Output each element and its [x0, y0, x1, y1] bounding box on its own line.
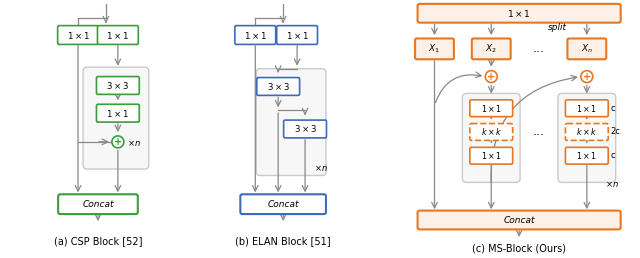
Text: $\times n$: $\times n$: [314, 163, 328, 173]
FancyBboxPatch shape: [565, 147, 608, 164]
Text: $1\times1$: $1\times1$: [508, 8, 531, 19]
FancyBboxPatch shape: [276, 26, 317, 44]
FancyBboxPatch shape: [568, 38, 606, 59]
Text: c: c: [611, 151, 615, 160]
Text: $1\times1$: $1\times1$: [481, 103, 502, 114]
Text: $1\times1$: $1\times1$: [285, 29, 308, 41]
FancyBboxPatch shape: [58, 26, 99, 44]
Text: $X_2$: $X_2$: [485, 43, 497, 55]
Text: $1\times1$: $1\times1$: [576, 103, 598, 114]
FancyBboxPatch shape: [565, 124, 608, 140]
FancyBboxPatch shape: [235, 26, 276, 44]
FancyBboxPatch shape: [472, 38, 511, 59]
FancyBboxPatch shape: [565, 100, 608, 117]
Text: 2c: 2c: [611, 127, 621, 136]
Text: $X_1$: $X_1$: [428, 43, 440, 55]
FancyBboxPatch shape: [462, 93, 520, 182]
FancyBboxPatch shape: [97, 104, 140, 122]
Text: $k\times k$: $k\times k$: [481, 126, 502, 138]
Text: +: +: [583, 71, 591, 82]
Text: (a) CSP Block [52]: (a) CSP Block [52]: [54, 236, 142, 246]
Text: $k\times k$: $k\times k$: [576, 126, 598, 138]
Text: ...: ...: [533, 125, 545, 139]
Circle shape: [581, 71, 593, 83]
FancyBboxPatch shape: [58, 194, 138, 214]
Text: $\times n$: $\times n$: [127, 138, 141, 148]
Text: $1\times1$: $1\times1$: [106, 29, 129, 41]
Text: (b) ELAN Block [51]: (b) ELAN Block [51]: [236, 236, 331, 246]
FancyBboxPatch shape: [97, 77, 140, 94]
Text: $1\times1$: $1\times1$: [576, 150, 598, 161]
Text: $1\times1$: $1\times1$: [481, 150, 502, 161]
FancyBboxPatch shape: [470, 147, 513, 164]
Text: $X_n$: $X_n$: [580, 43, 593, 55]
Text: Concat: Concat: [504, 215, 535, 224]
FancyBboxPatch shape: [257, 78, 300, 95]
Text: +: +: [487, 71, 495, 82]
FancyBboxPatch shape: [284, 120, 326, 138]
FancyBboxPatch shape: [415, 38, 454, 59]
Text: $\times n$: $\times n$: [605, 179, 618, 189]
Circle shape: [112, 136, 124, 148]
FancyBboxPatch shape: [470, 124, 513, 140]
FancyBboxPatch shape: [83, 67, 148, 169]
Text: c: c: [611, 104, 615, 113]
FancyBboxPatch shape: [417, 4, 621, 23]
Text: ...: ...: [533, 42, 545, 55]
Text: +: +: [114, 137, 122, 147]
FancyBboxPatch shape: [241, 194, 326, 214]
Text: $1\times1$: $1\times1$: [106, 108, 129, 119]
FancyBboxPatch shape: [97, 26, 138, 44]
Text: $3\times3$: $3\times3$: [106, 80, 129, 91]
Text: $3\times3$: $3\times3$: [294, 124, 316, 134]
Text: $3\times3$: $3\times3$: [267, 81, 289, 92]
Text: $1\times1$: $1\times1$: [244, 29, 267, 41]
FancyBboxPatch shape: [558, 93, 616, 182]
FancyBboxPatch shape: [470, 100, 513, 117]
Text: Concat: Concat: [268, 200, 299, 209]
Text: Concat: Concat: [82, 200, 114, 209]
Text: split: split: [547, 23, 566, 32]
Text: $1\times1$: $1\times1$: [67, 29, 90, 41]
FancyBboxPatch shape: [256, 69, 326, 175]
FancyBboxPatch shape: [417, 211, 621, 229]
Text: (c) MS-Block (Ours): (c) MS-Block (Ours): [472, 244, 566, 254]
Circle shape: [485, 71, 497, 83]
